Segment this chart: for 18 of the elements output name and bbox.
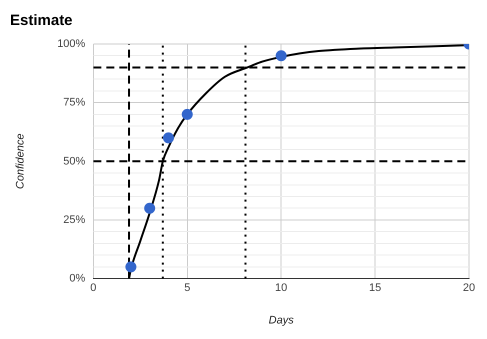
x-tick-label: 20 — [462, 282, 476, 294]
point — [144, 202, 156, 214]
x-tick-label: 10 — [275, 282, 288, 294]
y-tick-label: 50% — [63, 155, 86, 168]
point — [162, 132, 174, 144]
point — [276, 50, 287, 62]
x-tick-label: 0 — [90, 282, 96, 294]
y-tick-label: 75% — [63, 96, 86, 109]
y-axis-title: Confidence — [14, 133, 27, 190]
x-axis-title: Days — [268, 314, 294, 326]
chart-title: Estimate — [10, 12, 73, 30]
y-tick-label: 0% — [69, 272, 86, 285]
point — [182, 108, 193, 120]
x-tick-label: 5 — [184, 282, 190, 294]
y-tick-label: 25% — [63, 214, 86, 226]
x-tick-label: 15 — [368, 282, 382, 294]
point — [125, 261, 136, 272]
y-tick-label: 100% — [57, 38, 86, 50]
